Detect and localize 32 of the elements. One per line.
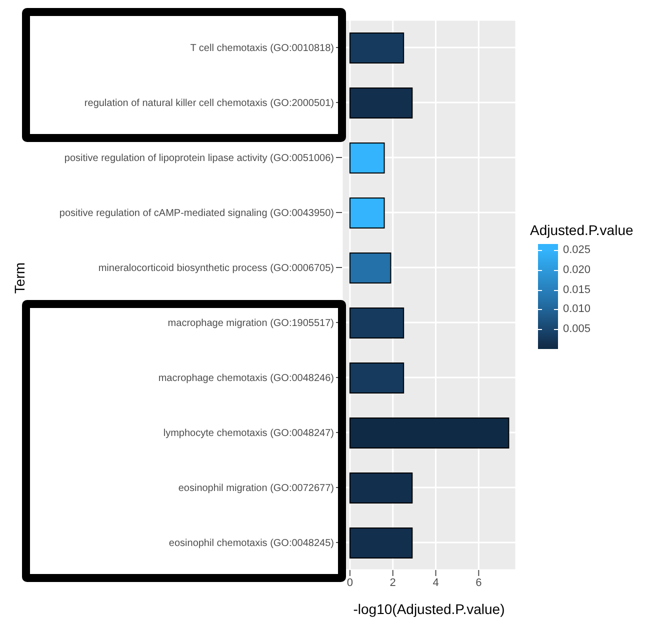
bar <box>349 472 413 504</box>
x-tick-label: 2 <box>390 576 396 589</box>
bar <box>349 32 404 64</box>
bar <box>349 362 404 394</box>
y-tick-label: lymphocyte chemotaxis (GO:0048247) <box>163 428 334 440</box>
y-tick-label: T cell chemotaxis (GO:0010818) <box>190 43 334 54</box>
bar <box>349 528 413 558</box>
y-tick-label: positive regulation of lipoprotein lipase activity (GO:0051006) <box>64 153 334 164</box>
bar <box>349 142 385 174</box>
x-axis-title: -log10(Adjusted.P.value) <box>353 601 505 617</box>
color-bar-title: Adjusted.P.value <box>530 222 634 238</box>
color-bar-label: 0.025 <box>563 242 591 257</box>
bar <box>349 418 510 448</box>
color-bar-label: 0.015 <box>563 282 591 297</box>
y-axis-title: Term <box>12 262 28 294</box>
color-bar-label: 0.020 <box>563 262 591 277</box>
color-bar-label: 0.005 <box>563 322 591 336</box>
x-tick-label: 4 <box>432 576 439 589</box>
y-tick-label: eosinophil chemotaxis (GO:0048245) <box>168 538 334 550</box>
bar <box>349 252 392 284</box>
y-tick-label: mineralocorticoid biosynthetic process (GO:0006705) <box>98 263 334 274</box>
y-tick-label: macrophage chemotaxis (GO:0048246) <box>158 373 334 384</box>
bar <box>349 88 413 118</box>
y-tick-label: macrophage migration (GO:1905517) <box>168 318 334 330</box>
bar <box>349 308 404 338</box>
color-bar-label: 0.010 <box>563 302 591 316</box>
x-tick-label: 6 <box>476 576 482 589</box>
y-tick-label: eosinophil migration (GO:0072677) <box>178 483 334 494</box>
bar <box>349 198 385 228</box>
x-tick-label: 0 <box>346 576 353 589</box>
y-tick-label: positive regulation of cAMP-mediated signaling (GO:0043950) <box>59 208 334 220</box>
y-tick-label: regulation of natural killer cell chemotaxis (GO:2000501) <box>84 98 334 110</box>
